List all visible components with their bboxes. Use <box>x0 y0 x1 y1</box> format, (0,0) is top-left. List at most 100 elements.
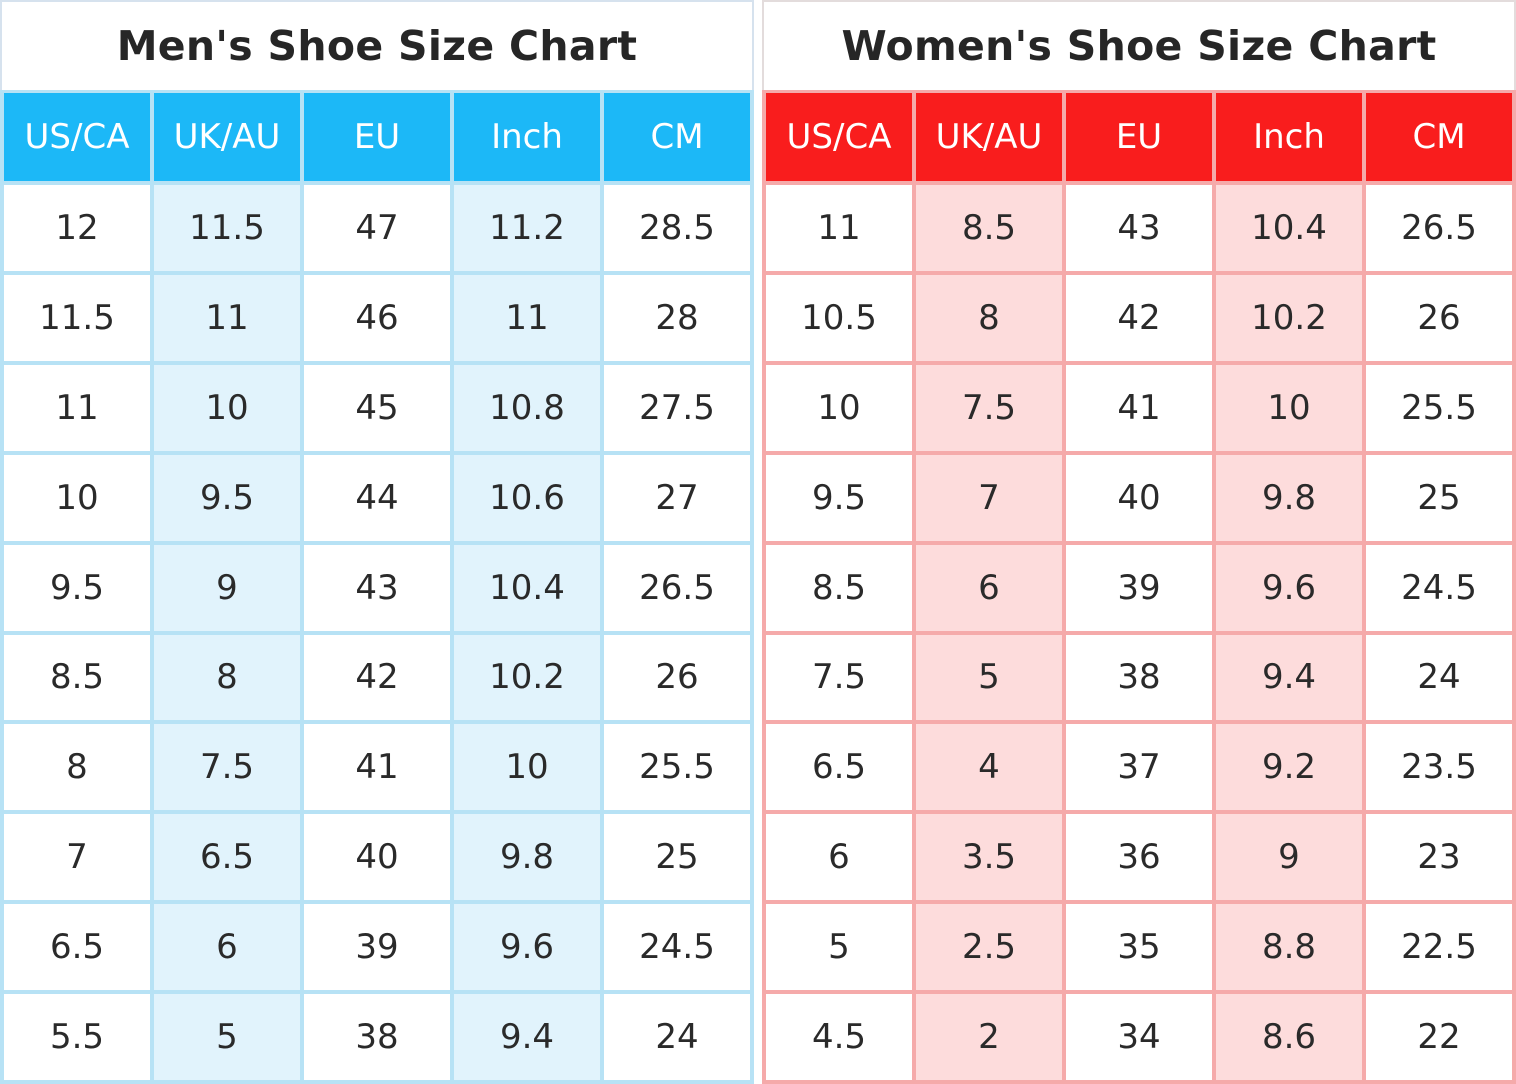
table-cell: 4 <box>916 724 1062 811</box>
column-header: US/CA <box>766 93 912 181</box>
table-cell: 10.6 <box>454 454 600 541</box>
womens-chart-title: Women's Shoe Size Chart <box>762 0 1516 90</box>
table-cell: 11.2 <box>454 185 600 271</box>
table-cell: 35 <box>1066 904 1212 991</box>
table-cell: 9.8 <box>1216 454 1362 541</box>
table-cell: 46 <box>304 274 450 361</box>
column-header: CM <box>1366 93 1512 181</box>
table-cell: 9.5 <box>766 454 912 541</box>
table-cell: 10 <box>4 454 150 541</box>
table-cell: 10 <box>766 364 912 451</box>
table-cell: 42 <box>1066 274 1212 361</box>
table-cell: 6 <box>766 814 912 901</box>
table-cell: 25.5 <box>604 724 750 811</box>
table-cell: 2.5 <box>916 904 1062 991</box>
table-cell: 26 <box>604 634 750 721</box>
table-cell: 10.5 <box>766 274 912 361</box>
table-cell: 39 <box>1066 544 1212 631</box>
table-cell: 8 <box>916 274 1062 361</box>
table-cell: 23 <box>1366 814 1512 901</box>
table-cell: 7.5 <box>916 364 1062 451</box>
table-cell: 38 <box>1066 634 1212 721</box>
table-cell: 27.5 <box>604 364 750 451</box>
table-cell: 6.5 <box>4 904 150 991</box>
table-cell: 37 <box>1066 724 1212 811</box>
table-cell: 24.5 <box>604 904 750 991</box>
table-cell: 6 <box>916 544 1062 631</box>
table-cell: 10.2 <box>1216 274 1362 361</box>
table-cell: 7.5 <box>154 724 300 811</box>
table-cell: 23.5 <box>1366 724 1512 811</box>
table-cell: 11.5 <box>4 274 150 361</box>
table-cell: 7.5 <box>766 634 912 721</box>
table-cell: 12 <box>4 185 150 271</box>
mens-size-chart: Men's Shoe Size Chart US/CA UK/AU EU Inch CM… <box>0 0 754 1084</box>
table-cell: 24.5 <box>1366 544 1512 631</box>
table-cell: 41 <box>1066 364 1212 451</box>
table-cell: 36 <box>1066 814 1212 901</box>
table-cell: 41 <box>304 724 450 811</box>
column-header: EU <box>304 93 450 181</box>
table-cell: 9.2 <box>1216 724 1362 811</box>
table-cell: 43 <box>304 544 450 631</box>
table-cell: 5.5 <box>4 994 150 1080</box>
table-cell: 9 <box>154 544 300 631</box>
table-cell: 9.4 <box>1216 634 1362 721</box>
table-cell: 25 <box>1366 454 1512 541</box>
table-cell: 10 <box>454 724 600 811</box>
table-cell: 10 <box>154 364 300 451</box>
table-cell: 24 <box>604 994 750 1080</box>
table-cell: 6 <box>154 904 300 991</box>
table-cell: 8.6 <box>1216 994 1362 1080</box>
table-cell: 8 <box>154 634 300 721</box>
table-cell: 6.5 <box>154 814 300 901</box>
table-cell: 27 <box>604 454 750 541</box>
mens-chart-title: Men's Shoe Size Chart <box>0 0 754 90</box>
table-cell: 9.5 <box>4 544 150 631</box>
table-cell: 3.5 <box>916 814 1062 901</box>
table-cell: 5 <box>766 904 912 991</box>
column-header: UK/AU <box>154 93 300 181</box>
table-cell: 6.5 <box>766 724 912 811</box>
table-cell: 40 <box>1066 454 1212 541</box>
table-cell: 8 <box>4 724 150 811</box>
table-cell: 8.5 <box>4 634 150 721</box>
table-cell: 11 <box>154 274 300 361</box>
table-cell: 10 <box>1216 364 1362 451</box>
table-cell: 9.6 <box>1216 544 1362 631</box>
table-cell: 11.5 <box>154 185 300 271</box>
table-cell: 9.4 <box>454 994 600 1080</box>
table-cell: 25 <box>604 814 750 901</box>
table-cell: 43 <box>1066 185 1212 271</box>
column-header: US/CA <box>4 93 150 181</box>
table-cell: 39 <box>304 904 450 991</box>
table-cell: 7 <box>916 454 1062 541</box>
table-cell: 44 <box>304 454 450 541</box>
table-cell: 38 <box>304 994 450 1080</box>
table-cell: 40 <box>304 814 450 901</box>
table-cell: 22 <box>1366 994 1512 1080</box>
table-cell: 11 <box>454 274 600 361</box>
table-cell: 47 <box>304 185 450 271</box>
table-cell: 28 <box>604 274 750 361</box>
table-cell: 26.5 <box>604 544 750 631</box>
table-cell: 10.4 <box>454 544 600 631</box>
table-cell: 10.2 <box>454 634 600 721</box>
table-cell: 34 <box>1066 994 1212 1080</box>
table-cell: 11 <box>766 185 912 271</box>
table-cell: 26 <box>1366 274 1512 361</box>
womens-size-table: US/CA UK/AU EU Inch CM 11 8.5 43 10.4 26.5 10.5 8 42… <box>762 90 1516 1084</box>
table-cell: 8.5 <box>766 544 912 631</box>
table-cell: 9.6 <box>454 904 600 991</box>
table-cell: 5 <box>154 994 300 1080</box>
mens-size-table: US/CA UK/AU EU Inch CM 12 11.5 47 11.2 28.5 11.5 11… <box>0 90 754 1084</box>
column-header: Inch <box>1216 93 1362 181</box>
table-cell: 2 <box>916 994 1062 1080</box>
table-cell: 26.5 <box>1366 185 1512 271</box>
table-cell: 25.5 <box>1366 364 1512 451</box>
table-cell: 24 <box>1366 634 1512 721</box>
table-cell: 9 <box>1216 814 1362 901</box>
table-cell: 9.8 <box>454 814 600 901</box>
table-cell: 10.8 <box>454 364 600 451</box>
table-cell: 42 <box>304 634 450 721</box>
